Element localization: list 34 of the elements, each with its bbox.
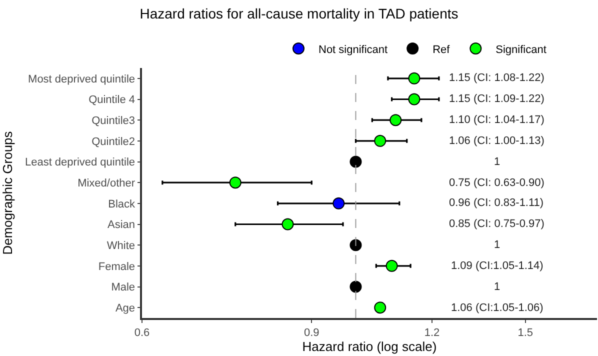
annotation: 0.85 (CI: 0.75-0.97) bbox=[449, 218, 544, 230]
y-tick-label: Age bbox=[115, 302, 136, 314]
y-tick-label: Mixed/other bbox=[78, 177, 136, 190]
annotation: 0.96 (CI: 0.83-1.11) bbox=[449, 197, 544, 209]
annotation: 1.15 (CI: 1.09-1.22) bbox=[449, 93, 544, 105]
legend-label: Not significant bbox=[318, 44, 388, 56]
y-tick-label: Female bbox=[98, 260, 136, 273]
x-tick-label: 0.9 bbox=[304, 326, 320, 339]
x-tick-label: 1.2 bbox=[424, 326, 440, 339]
annotation: 1.06 (CI: 1.00-1.13) bbox=[449, 135, 544, 147]
annotation: 1.09 (CI:1.05-1.14) bbox=[451, 260, 544, 272]
y-tick-label: Asian bbox=[108, 219, 136, 232]
annotation: 1 bbox=[494, 156, 500, 168]
y-tick-label: Quintile2 bbox=[92, 136, 136, 148]
y-tick-label: Quintile 4 bbox=[88, 94, 136, 106]
x-tick-label: 0.6 bbox=[134, 326, 150, 339]
y-tick-label: Quintile3 bbox=[92, 114, 136, 127]
y-tick-label: Male bbox=[111, 282, 136, 294]
y-tick-label: White bbox=[106, 240, 136, 252]
y-axis-title: Demographic Groups bbox=[0, 130, 15, 255]
annotation: 1 bbox=[494, 281, 500, 293]
y-tick-label: Black bbox=[108, 198, 136, 210]
annotation: 0.75 (CI: 0.63-0.90) bbox=[449, 177, 544, 189]
x-tick-label: 1.5 bbox=[518, 326, 534, 339]
annotation: 1 bbox=[494, 239, 500, 251]
annotation: 1.06 (CI:1.05-1.06) bbox=[451, 302, 544, 314]
y-tick-label: Most deprived quintile bbox=[28, 73, 136, 86]
legend-label: Ref bbox=[432, 44, 451, 56]
y-tick-label: Least deprived quintile bbox=[24, 156, 136, 169]
x-axis-title: Hazard ratio (log scale) bbox=[302, 339, 437, 354]
legend-label: Significant bbox=[496, 44, 546, 56]
annotation: 1.10 (CI: 1.04-1.17) bbox=[449, 114, 544, 126]
chart-title: Hazard ratios for all-cause mortality in TAD patients bbox=[140, 6, 458, 22]
annotation: 1.15 (CI: 1.08-1.22) bbox=[449, 72, 544, 84]
